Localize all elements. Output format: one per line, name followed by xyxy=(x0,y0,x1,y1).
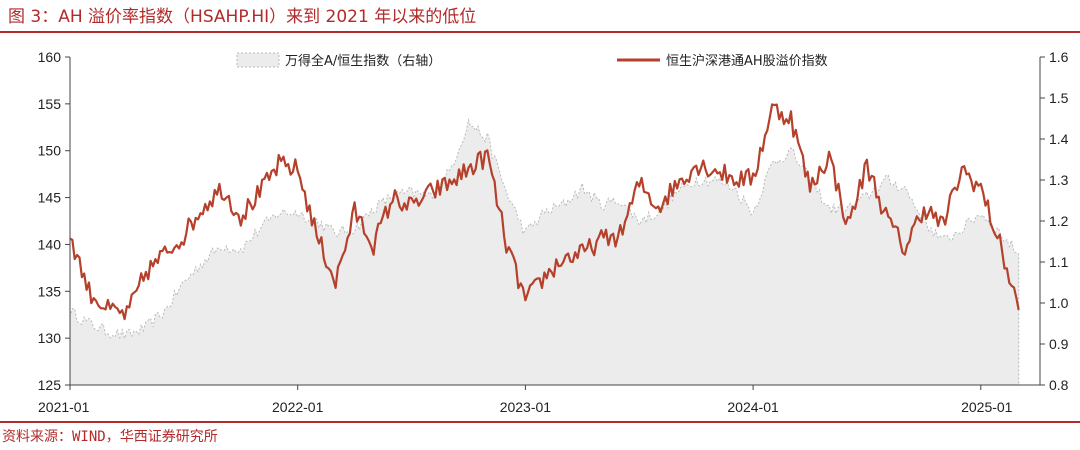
right-axis-ticks: 0.8 0.9 1.0 1.1 1.2 1.3 1.4 1.5 1.6 xyxy=(1040,49,1069,393)
left-tick-label: 135 xyxy=(38,283,62,299)
left-axis-ticks: 125 130 135 140 145 150 155 160 xyxy=(38,49,70,393)
right-tick-label: 1.6 xyxy=(1049,49,1069,65)
x-tick-label: 2021-01 xyxy=(38,399,90,415)
left-tick-label: 130 xyxy=(38,330,62,346)
left-tick-label: 160 xyxy=(38,49,62,65)
x-tick-label: 2023-01 xyxy=(500,399,552,415)
left-tick-label: 125 xyxy=(38,377,62,393)
right-tick-label: 1.0 xyxy=(1049,295,1069,311)
x-tick-label: 2024-01 xyxy=(727,399,779,415)
legend: 万得全A/恒生指数（右轴） 恒生沪深港通AH股溢价指数 xyxy=(236,52,828,69)
title-divider xyxy=(0,31,1080,33)
chart-title: 图 3：AH 溢价率指数（HSAHP.HI）来到 2021 年以来的低位 xyxy=(8,7,477,27)
source-note: 资料来源：WIND，华西证券研究所 xyxy=(2,429,218,445)
x-tick-label: 2022-01 xyxy=(272,399,324,415)
x-tick-label: 2025-01 xyxy=(961,399,1013,415)
line-series-layer xyxy=(69,103,1020,321)
right-tick-label: 1.3 xyxy=(1049,172,1069,188)
right-tick-label: 1.1 xyxy=(1049,254,1069,270)
right-tick-label: 1.2 xyxy=(1049,213,1069,229)
legend-swatch-area xyxy=(236,52,280,68)
legend-label-area: 万得全A/恒生指数（右轴） xyxy=(285,53,441,69)
left-tick-label: 140 xyxy=(38,236,62,252)
right-tick-label: 0.9 xyxy=(1049,336,1069,352)
right-tick-label: 1.4 xyxy=(1049,131,1069,147)
left-tick-label: 155 xyxy=(38,96,62,112)
legend-label-line: 恒生沪深港通AH股溢价指数 xyxy=(666,53,828,69)
right-tick-label: 1.5 xyxy=(1049,90,1069,106)
left-tick-label: 150 xyxy=(38,143,62,159)
left-tick-label: 145 xyxy=(38,190,62,206)
right-tick-label: 0.8 xyxy=(1049,377,1069,393)
area-series-layer xyxy=(69,117,1020,386)
line-series xyxy=(69,103,1020,321)
area-series xyxy=(69,117,1020,386)
source-divider xyxy=(0,421,1080,423)
x-axis-ticks: 2021-01 2022-01 2023-01 2024-01 2025-01 xyxy=(38,385,1013,415)
